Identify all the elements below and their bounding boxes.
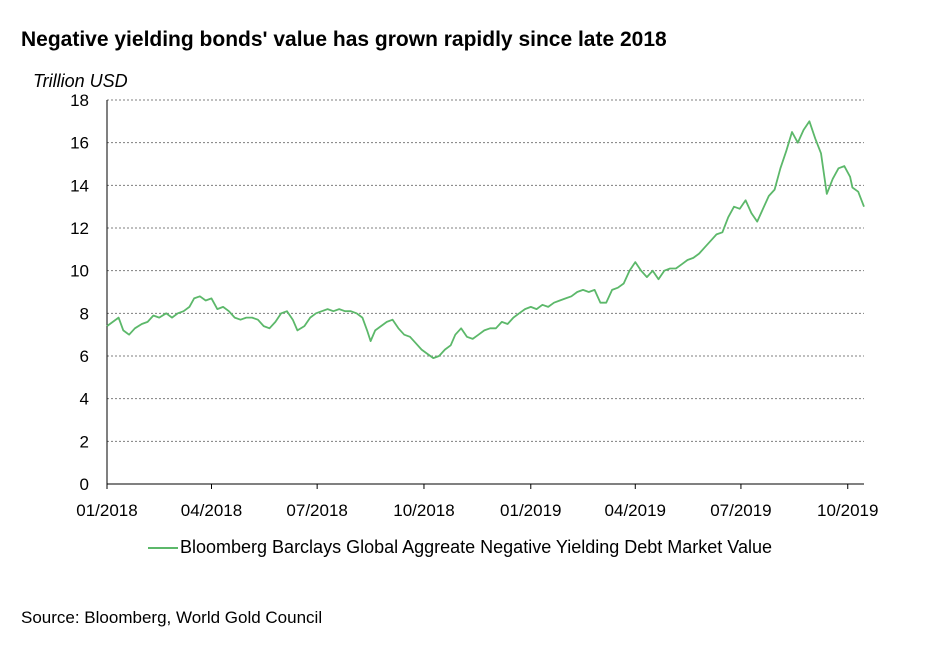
y-tick-label: 0 (80, 475, 89, 494)
series-lines (106, 120, 865, 360)
x-tick-label: 10/2019 (817, 501, 878, 520)
gridlines (107, 99, 864, 442)
legend-label: Bloomberg Barclays Global Aggreate Negat… (180, 537, 772, 557)
y-tick-labels: 0 2 4 6 8 10 12 14 16 18 (70, 91, 89, 494)
x-tick-labels: 01/2018 04/2018 07/2018 10/2018 01/2019 04/20… (76, 501, 878, 520)
legend-swatch (148, 546, 178, 549)
y-tick-label: 10 (70, 262, 89, 281)
y-axis-unit-label: Trillion USD (33, 71, 128, 91)
y-tick-label: 18 (70, 91, 89, 110)
x-tick-label: 07/2019 (710, 501, 771, 520)
y-tick-label: 2 (80, 432, 89, 451)
x-tick-label: 04/2018 (181, 501, 242, 520)
axes (106, 100, 864, 489)
source-note: Source: Bloomberg, World Gold Council (21, 608, 323, 627)
x-tick-label: 01/2019 (500, 501, 561, 520)
x-tick-label: 01/2018 (76, 501, 137, 520)
y-tick-label: 16 (70, 134, 89, 153)
y-tick-label: 6 (80, 347, 89, 366)
legend: Bloomberg Barclays Global Aggreate Negat… (148, 537, 772, 558)
y-tick-label: 4 (80, 390, 89, 409)
x-tick-label: 04/2019 (605, 501, 666, 520)
y-tick-label: 12 (70, 219, 89, 238)
x-tick-label: 07/2018 (286, 501, 347, 520)
series-line (106, 120, 865, 360)
chart-title: Negative yielding bonds' value has grown… (21, 28, 667, 51)
x-tick-label: 10/2018 (393, 501, 454, 520)
y-tick-label: 14 (70, 176, 89, 195)
y-tick-label: 8 (80, 304, 89, 323)
